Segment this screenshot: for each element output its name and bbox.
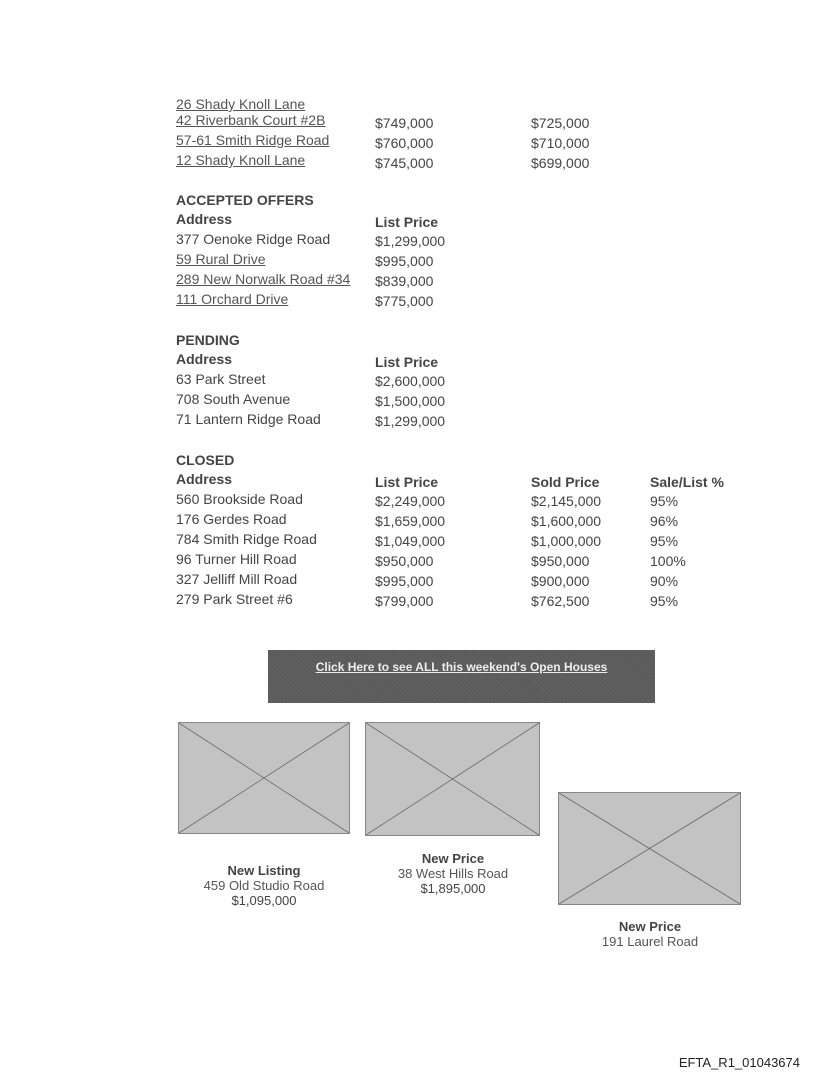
address: 63 Park Street: [176, 371, 266, 387]
list-price: $749,000: [375, 115, 434, 131]
list-value: $995,000: [375, 253, 434, 269]
pct-value: 96%: [650, 513, 679, 529]
listing-photo-placeholder[interactable]: [178, 722, 350, 834]
column-header: List Price: [375, 354, 439, 370]
address: 327 Jelliff Mill Road: [176, 571, 298, 587]
list-value: $2,600,000: [375, 373, 446, 389]
address-link[interactable]: 42 Riverbank Court #2B: [176, 112, 326, 128]
listing-photo-placeholder[interactable]: [558, 792, 741, 905]
sold-value: $900,000: [531, 573, 590, 589]
sold-value: $762,500: [531, 593, 590, 609]
feature-address-link[interactable]: 459 Old Studio Road: [203, 878, 325, 893]
sold-price: $710,000: [531, 135, 590, 151]
address: 784 Smith Ridge Road: [176, 531, 317, 547]
section-title: ACCEPTED OFFERS: [176, 192, 314, 208]
section-title: CLOSED: [176, 452, 235, 468]
list-value: $2,249,000: [375, 493, 446, 509]
list-value: $1,500,000: [375, 393, 446, 409]
list-value: $775,000: [375, 293, 434, 309]
document-id: EFTA_R1_01043674: [678, 1055, 800, 1070]
feature-label: New Price: [618, 919, 682, 934]
address: 279 Park Street #6: [176, 591, 293, 607]
open-houses-banner[interactable]: Click Here to see ALL this weekend's Ope…: [268, 650, 655, 703]
list-value: $950,000: [375, 553, 434, 569]
column-header: Sold Price: [531, 474, 600, 490]
pct-value: 95%: [650, 533, 679, 549]
address: 377 Oenoke Ridge Road: [176, 231, 331, 247]
open-houses-link[interactable]: Click Here to see ALL this weekend's Ope…: [315, 660, 608, 674]
list-value: $1,299,000: [375, 233, 446, 249]
pct-value: 90%: [650, 573, 679, 589]
sold-value: $2,145,000: [531, 493, 602, 509]
column-header: Address: [176, 351, 233, 367]
pct-value: 100%: [650, 553, 686, 569]
feature-price: $1,095,000: [231, 893, 297, 908]
column-header: Address: [176, 471, 233, 487]
column-header: List Price: [375, 214, 439, 230]
listing-photo-placeholder[interactable]: [365, 722, 540, 836]
pct-value: 95%: [650, 593, 679, 609]
list-value: $995,000: [375, 573, 434, 589]
feature-label: New Listing: [227, 863, 301, 878]
address-link[interactable]: 26 Shady Knoll Lane: [176, 96, 306, 112]
address-link[interactable]: 289 New Norwalk Road #34: [176, 271, 351, 287]
feature-caption: New Price 38 West Hills Road $1,895,000: [343, 851, 563, 896]
list-value: $1,299,000: [375, 413, 446, 429]
feature-address-link[interactable]: 191 Laurel Road: [601, 934, 699, 949]
column-header: Sale/List %: [650, 474, 724, 490]
sold-value: $1,600,000: [531, 513, 602, 529]
column-header: Address: [176, 211, 233, 227]
sold-value: $950,000: [531, 553, 590, 569]
sold-price: $725,000: [531, 115, 590, 131]
sold-value: $1,000,000: [531, 533, 602, 549]
sold-price: $699,000: [531, 155, 590, 171]
list-price: $745,000: [375, 155, 434, 171]
address: 71 Lantern Ridge Road: [176, 411, 321, 427]
list-value: $1,659,000: [375, 513, 446, 529]
feature-label: New Price: [421, 851, 485, 866]
pct-value: 95%: [650, 493, 679, 509]
address-link[interactable]: 57-61 Smith Ridge Road: [176, 132, 330, 148]
feature-price: $1,895,000: [420, 881, 486, 896]
section-title: PENDING: [176, 332, 240, 348]
list-value: $839,000: [375, 273, 434, 289]
address: 708 South Avenue: [176, 391, 291, 407]
feature-address-link[interactable]: 38 West Hills Road: [397, 866, 509, 881]
list-value: $1,049,000: [375, 533, 446, 549]
list-price: $760,000: [375, 135, 434, 151]
address: 96 Turner Hill Road: [176, 551, 297, 567]
feature-caption: New Listing 459 Old Studio Road $1,095,0…: [154, 863, 374, 908]
column-header: List Price: [375, 474, 439, 490]
address-link[interactable]: 12 Shady Knoll Lane: [176, 152, 306, 168]
address: 560 Brookside Road: [176, 491, 303, 507]
address: 176 Gerdes Road: [176, 511, 287, 527]
list-value: $799,000: [375, 593, 434, 609]
feature-caption: New Price 191 Laurel Road: [540, 919, 760, 949]
address-link[interactable]: 111 Orchard Drive: [176, 291, 289, 307]
address-link[interactable]: 59 Rural Drive: [176, 251, 266, 267]
